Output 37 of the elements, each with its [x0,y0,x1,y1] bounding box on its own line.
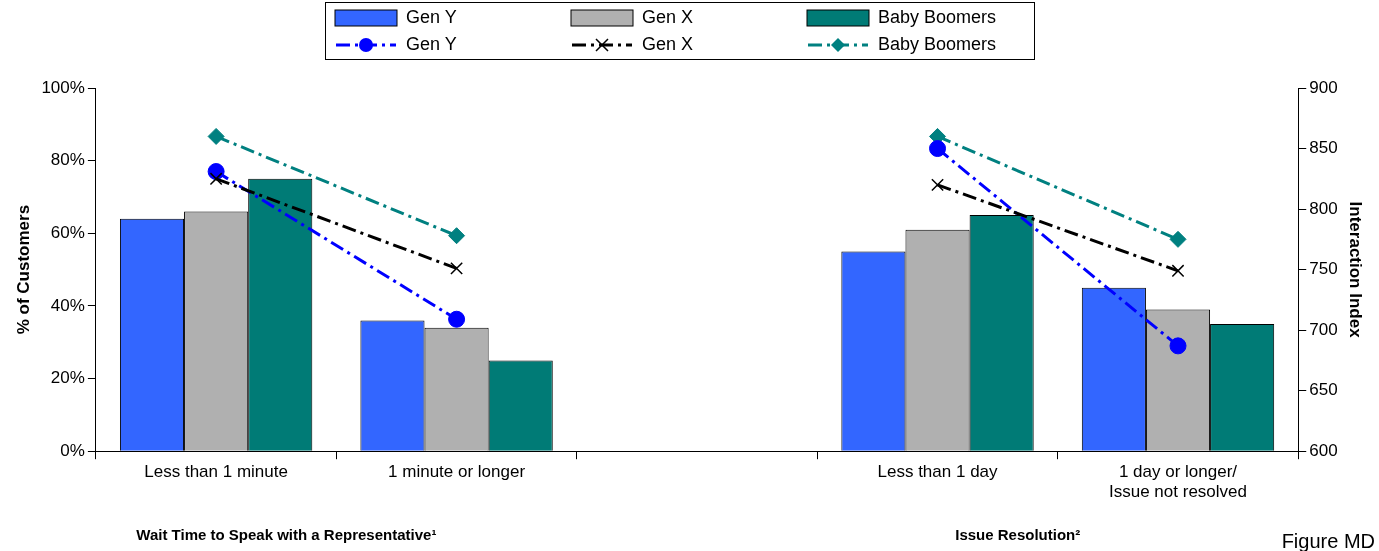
y2-axis-title: Interaction Index [1346,201,1366,339]
legend-label: Baby Boomers [878,7,997,28]
y2-tick-label: 900 [1309,77,1338,97]
point [1171,264,1185,278]
x-tick-label: Less than 1 day [877,462,999,482]
text: Wait Time to Speak with a Representative¹ [136,526,437,543]
y2-tick-label: 700 [1309,319,1338,339]
point [1169,230,1187,248]
y-tick-label: 40% [50,295,85,315]
y2-tick-label: 750 [1309,259,1338,279]
legend-label: Gen Y [406,34,457,55]
x-tick-label: 1 minute or longer [388,462,526,482]
legend-label: Gen Y [406,7,457,28]
point [931,178,944,192]
point [1169,337,1187,355]
legend-label: Baby Boomers [878,34,997,55]
y-tick-label: 100% [41,77,85,97]
y2-tick-label: 800 [1309,198,1338,218]
y-tick-label: 20% [50,368,85,388]
legend-label: Gen X [642,34,694,55]
legend-label: Gen X [642,7,694,28]
point [448,310,466,328]
point [448,227,466,245]
y2-tick-label: 600 [1309,440,1338,460]
y-tick-label: 0% [60,440,85,460]
y-tick-label: 80% [50,150,85,170]
point [929,140,947,158]
y2-tick-label: 650 [1309,380,1338,400]
y-axis-title: % of Customers [13,204,33,335]
y-tick-label: 60% [50,222,85,242]
point [207,127,225,145]
y2-tick-label: 850 [1309,138,1338,158]
point [209,172,223,186]
x-tick-label: 1 day or longer/ Issue not resolved [1109,462,1247,502]
x-tick-label: Less than 1 minute [144,462,288,482]
point [450,261,463,275]
text: Issue Resolution² [955,526,1081,543]
